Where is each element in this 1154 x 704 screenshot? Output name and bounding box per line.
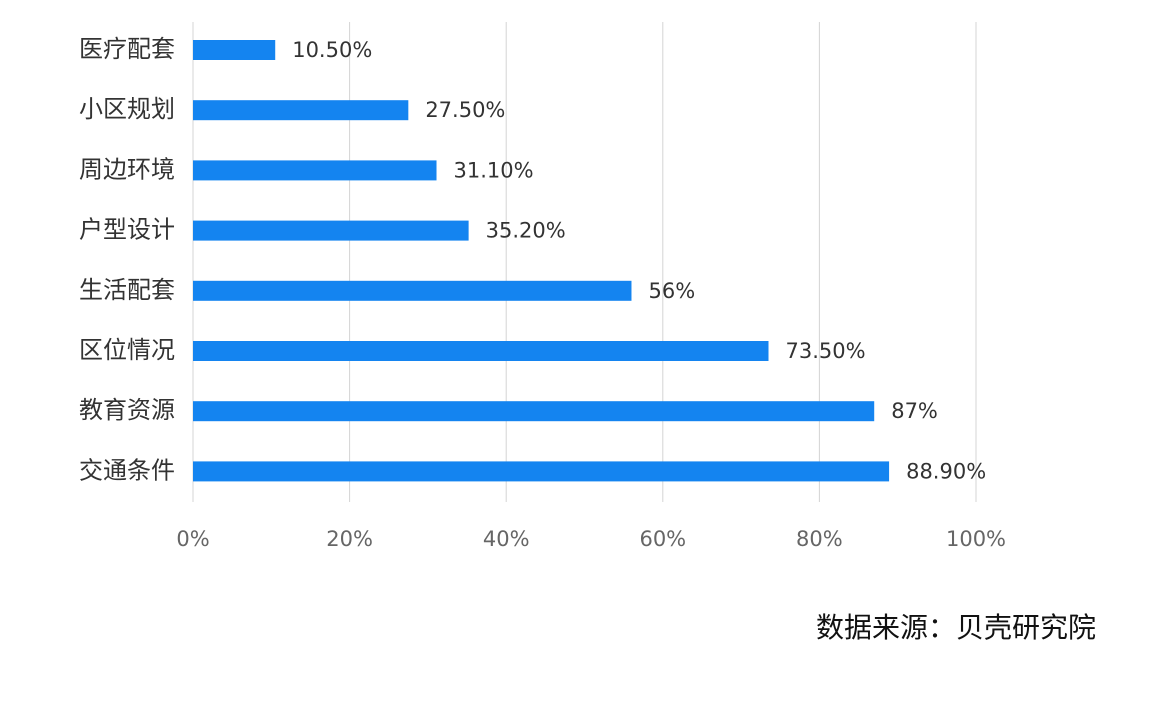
bar xyxy=(193,341,769,361)
source-note: 数据来源：贝壳研究院 xyxy=(815,611,1096,644)
bar xyxy=(193,461,890,482)
value-label: 73.50% xyxy=(786,339,866,363)
x-tick-label: 80% xyxy=(796,527,843,551)
bar xyxy=(193,100,409,121)
category-label: 小区规划 xyxy=(79,95,175,123)
value-label: 35.20% xyxy=(486,219,566,243)
category-label: 交通条件 xyxy=(79,456,175,484)
category-label: 医疗配套 xyxy=(79,35,175,63)
value-label: 88.90% xyxy=(906,459,986,483)
bar xyxy=(193,40,276,60)
category-label: 区位情况 xyxy=(79,336,175,364)
bars xyxy=(193,40,890,482)
x-tick-label: 60% xyxy=(639,527,686,551)
value-label: 56% xyxy=(648,279,695,303)
x-axis-ticks: 0% 20% 40% 60% 80% 100% xyxy=(176,527,1006,551)
category-label: 教育资源 xyxy=(79,396,175,424)
x-tick-label: 0% xyxy=(176,527,209,551)
value-label: 87% xyxy=(891,399,938,423)
x-tick-label: 40% xyxy=(483,527,530,551)
gridlines xyxy=(192,22,977,502)
bar xyxy=(193,280,632,301)
bar xyxy=(193,160,437,181)
bar xyxy=(193,401,875,422)
value-label: 31.10% xyxy=(454,158,534,182)
category-label: 生活配套 xyxy=(79,276,175,304)
category-label: 户型设计 xyxy=(79,216,175,244)
value-label: 10.50% xyxy=(292,38,372,62)
value-label: 27.50% xyxy=(425,98,505,122)
x-tick-label: 100% xyxy=(946,527,1006,551)
bar xyxy=(193,220,469,241)
category-label: 周边环境 xyxy=(79,155,175,183)
x-tick-label: 20% xyxy=(326,527,373,551)
value-labels: 10.50% 27.50% 31.10% 35.20% 56% 73.50% 87% 88.9… xyxy=(292,38,986,483)
